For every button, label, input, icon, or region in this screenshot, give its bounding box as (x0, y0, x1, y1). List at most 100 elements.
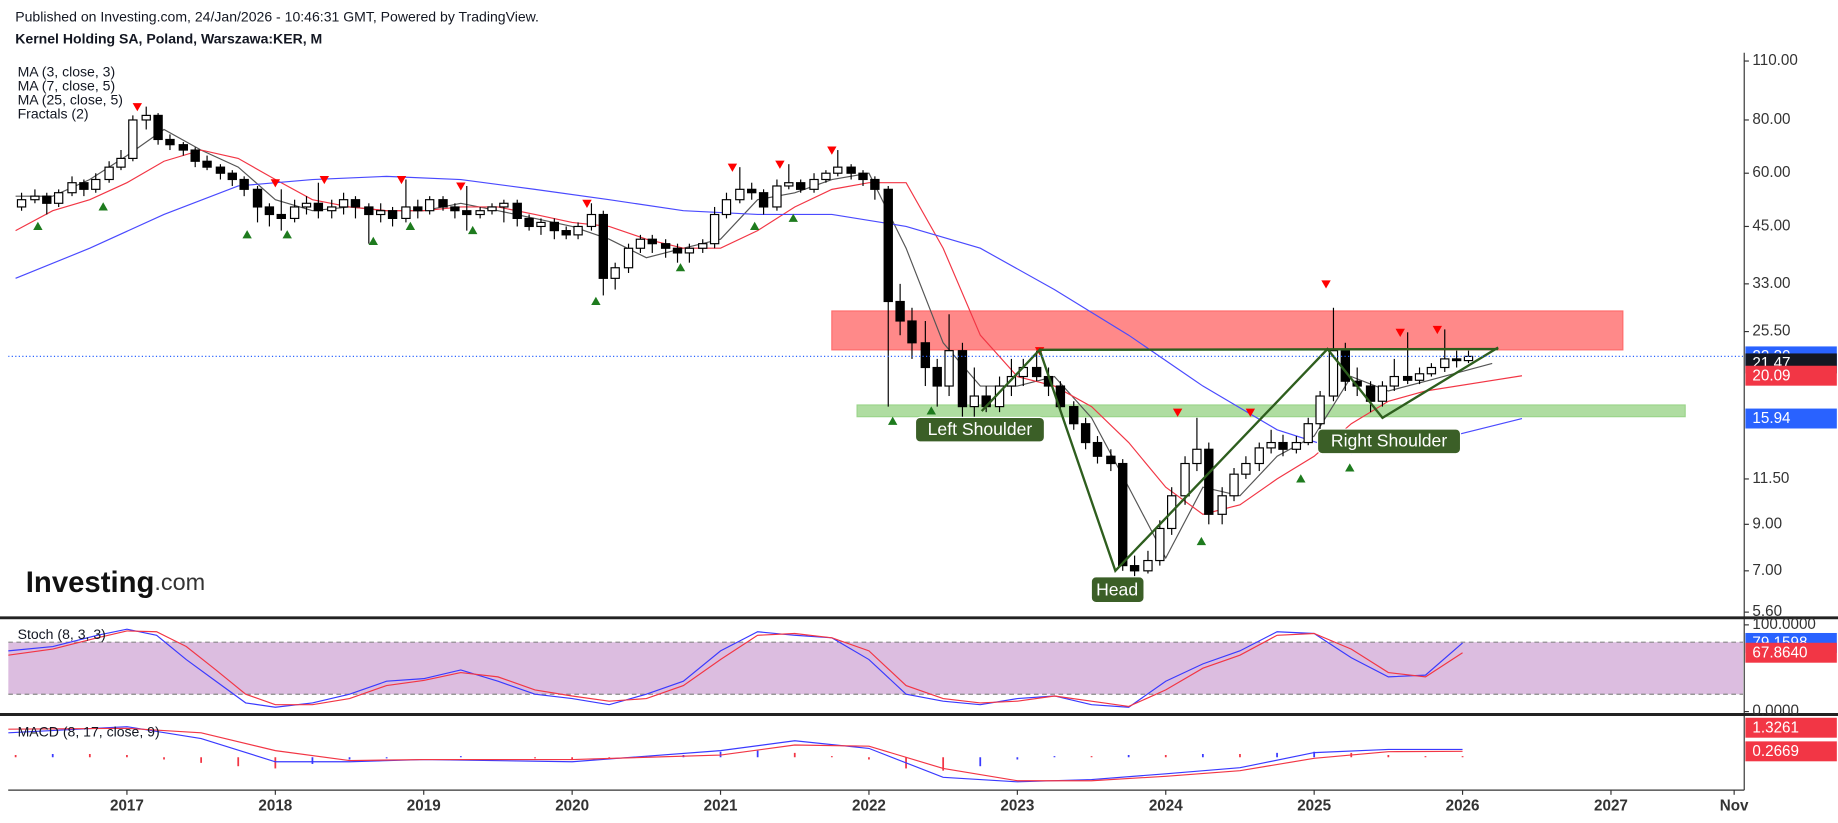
y-tick-label: 80.00 (1752, 111, 1790, 128)
candle-body (1414, 373, 1425, 381)
logo: Investing.com (26, 566, 205, 599)
y-tick-label: 7.00 (1752, 562, 1782, 579)
annotation: Right Shoulder (1331, 431, 1447, 451)
candle-body (1118, 462, 1128, 567)
candle-body (586, 213, 597, 228)
legend-ma25: MA (25, close, 5) (18, 92, 123, 108)
candle-body (549, 221, 560, 232)
candle-body (1129, 565, 1140, 572)
candle-body (1463, 355, 1474, 362)
y-tick-label: 45.00 (1752, 217, 1790, 234)
candle-body (672, 247, 683, 254)
candle-body (30, 195, 40, 201)
candle-body (42, 195, 52, 204)
candle-body (153, 114, 163, 141)
series-line (8, 630, 1463, 708)
fractal-high (319, 175, 329, 185)
candle-body (1106, 455, 1116, 465)
candle-body (1092, 441, 1103, 457)
candle-body (104, 166, 114, 181)
candle-body (313, 202, 324, 212)
candle-body (1217, 495, 1227, 515)
candle-body (524, 217, 534, 228)
candle-body (1389, 375, 1399, 387)
candle-body (895, 300, 905, 322)
candle-body (1204, 448, 1214, 515)
fractal-high (582, 199, 592, 208)
x-tick-label: 2026 (1446, 798, 1480, 815)
candle-body (758, 192, 769, 208)
candle-body (401, 206, 411, 219)
y-tick-label: 11.50 (1752, 470, 1789, 487)
candle-body (350, 199, 361, 208)
candle-body (772, 185, 782, 208)
candle-body (239, 178, 249, 190)
y-tick-label: 33.00 (1752, 275, 1790, 292)
annotation-box (1316, 428, 1462, 455)
x-tick-label: 2023 (1000, 798, 1034, 815)
candle-body (907, 320, 917, 344)
candle-body (1241, 462, 1251, 475)
candle-body (53, 192, 64, 204)
legend-stoch: Stoch (8, 3, 3) (18, 626, 106, 642)
fractal-high (827, 146, 837, 155)
candle-body (128, 119, 138, 159)
neckline (1039, 347, 1499, 352)
candle-body (276, 213, 286, 219)
candle-body (573, 225, 583, 236)
annotation: Head (1096, 579, 1138, 599)
instrument-title: Kernel Holding SA, Poland, Warszawa:KER,… (15, 31, 322, 47)
candle-body (1080, 423, 1091, 444)
annotation: Left Shoulder (928, 419, 1033, 439)
fractal-low (98, 202, 108, 211)
candle-body (883, 188, 893, 303)
fractal-high (1432, 325, 1443, 335)
candle-body (67, 182, 77, 194)
candle-body (91, 178, 101, 190)
price-pane (8, 103, 1744, 577)
candle-body (141, 114, 151, 121)
candle-body (475, 210, 485, 216)
candle-body (264, 206, 275, 216)
candle-body (1266, 441, 1276, 449)
candle-body (747, 188, 757, 194)
candle-body (1192, 448, 1202, 465)
candle-body (846, 166, 856, 174)
fractal-high (775, 160, 785, 169)
fractal-high (1245, 408, 1256, 417)
candle-body (698, 243, 708, 249)
fractal-low (242, 230, 252, 239)
candle-body (165, 138, 175, 146)
candle-body (610, 267, 620, 279)
x-tick-label: 2027 (1594, 798, 1628, 815)
candle-body (833, 166, 843, 174)
x-tick-label: 2017 (110, 798, 144, 815)
value-badge-label: 1.3261 (1752, 719, 1799, 736)
candle-body (920, 342, 931, 369)
candle-body (487, 206, 497, 212)
y-tick-label: 9.00 (1752, 515, 1782, 532)
candle-body (1451, 358, 1462, 362)
fractal-high (1172, 408, 1183, 417)
published-note: Published on Investing.com, 24/Jan/2026 … (15, 8, 539, 24)
zone (831, 310, 1624, 351)
zone (856, 404, 1686, 418)
fractal-low (282, 230, 292, 239)
pattern-line (980, 346, 1499, 574)
value-badge (1745, 717, 1837, 738)
x-tick-label: 2018 (258, 798, 292, 815)
value-badge-label: 20.09 (1752, 367, 1790, 384)
candle-body (79, 182, 89, 190)
candle-body (795, 182, 806, 190)
candle-body (821, 172, 831, 181)
fractal-high (396, 175, 407, 185)
fractal-low (368, 236, 378, 245)
candle-body (438, 199, 448, 208)
fractal-low (788, 213, 798, 222)
candle-body (1377, 385, 1388, 402)
candle-body (735, 188, 745, 201)
stoch-pane (8, 628, 1744, 708)
candle-body (462, 210, 472, 216)
candle-body (1143, 559, 1153, 572)
